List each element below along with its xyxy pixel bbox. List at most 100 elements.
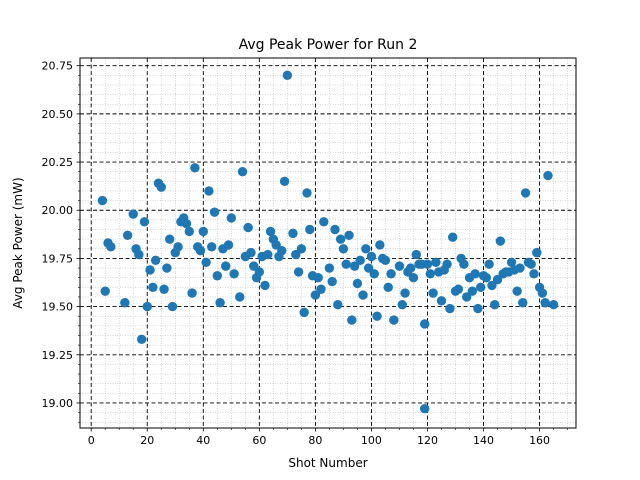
data-point [411, 249, 421, 260]
data-point [380, 255, 391, 266]
data-point [265, 226, 276, 237]
data-point [134, 249, 144, 260]
data-point [156, 182, 166, 192]
data-point [372, 311, 382, 321]
data-point [481, 272, 492, 283]
data-point [204, 186, 214, 196]
data-point [190, 163, 200, 173]
y-axis-ticks: 19.00 19.25 19.50 19.75 20.00 20.25 20.50 20.75 [42, 60, 80, 423]
data-point [128, 209, 138, 219]
data-point [184, 226, 194, 237]
data-point [162, 263, 172, 273]
data-point [537, 288, 548, 298]
data-point [442, 259, 452, 269]
data-point [358, 290, 368, 300]
x-tick-label: 80 [308, 434, 322, 447]
data-point [260, 280, 270, 291]
data-point [405, 263, 416, 273]
data-point [333, 299, 343, 310]
data-point [136, 334, 147, 345]
data-point [490, 299, 500, 310]
y-axis-label: Avg Peak Power (mW) [11, 177, 25, 308]
data-point [288, 228, 298, 239]
x-tick-label: 40 [196, 434, 210, 447]
data-point [495, 236, 506, 246]
data-points [97, 70, 559, 414]
data-point [338, 244, 349, 254]
data-point [164, 234, 175, 244]
data-point [487, 280, 497, 291]
y-tick-label: 20.75 [42, 60, 74, 73]
data-point [548, 299, 559, 310]
x-axis-ticks: 0 20 40 60 80 100 120 140 160 [88, 428, 568, 447]
data-point [341, 259, 351, 269]
data-point [159, 284, 169, 294]
data-point [150, 255, 161, 266]
data-point [145, 265, 155, 275]
data-point [313, 272, 323, 283]
data-point [279, 176, 290, 187]
data-point [422, 259, 433, 269]
data-point [375, 240, 385, 250]
data-point [305, 224, 315, 235]
x-axis-label: Shot Number [288, 456, 367, 470]
y-tick-label: 20.50 [42, 108, 74, 121]
data-point [330, 224, 340, 235]
data-point [445, 303, 455, 314]
data-point [173, 242, 183, 252]
data-point [386, 269, 396, 279]
plot-frame [79, 57, 577, 429]
data-point [148, 282, 158, 293]
data-point [122, 230, 133, 240]
x-tick-label: 0 [88, 434, 95, 447]
y-tick-label: 20.00 [42, 204, 74, 217]
data-point [369, 269, 379, 279]
data-point [419, 319, 430, 329]
data-point [361, 244, 371, 254]
data-point [492, 274, 503, 285]
x-tick-label: 20 [140, 434, 154, 447]
data-point [209, 207, 220, 217]
x-tick-label: 120 [417, 434, 438, 447]
data-point [249, 261, 259, 271]
data-point [419, 404, 430, 414]
data-point [229, 269, 239, 279]
data-point [506, 257, 517, 267]
data-point [100, 286, 110, 296]
data-point [366, 251, 377, 262]
data-point [470, 269, 480, 279]
y-tick-label: 19.00 [42, 397, 74, 410]
data-point [263, 249, 273, 260]
data-point [355, 255, 365, 266]
data-point [296, 244, 307, 254]
x-tick-label: 140 [473, 434, 494, 447]
data-point [347, 315, 357, 325]
data-point [215, 298, 225, 308]
data-point [515, 263, 525, 273]
data-point [237, 166, 248, 177]
data-point [293, 267, 304, 277]
data-point [529, 269, 539, 279]
data-point [271, 240, 281, 250]
data-point [436, 296, 447, 306]
data-point [408, 272, 419, 283]
data-point [142, 301, 152, 312]
data-point [226, 213, 237, 223]
chart-title: Avg Peak Power for Run 2 [239, 37, 418, 53]
data-point [167, 301, 178, 312]
data-point [428, 288, 438, 298]
data-point [484, 259, 494, 269]
data-point [316, 284, 326, 294]
data-point [302, 188, 312, 198]
y-tick-label: 20.25 [42, 156, 74, 169]
data-point [473, 303, 483, 314]
data-point [319, 217, 329, 227]
data-point [389, 315, 399, 325]
x-tick-label: 160 [529, 434, 550, 447]
data-point [459, 259, 469, 269]
data-point [120, 298, 130, 308]
data-point [335, 234, 346, 244]
data-point [324, 263, 335, 273]
data-point [540, 298, 550, 308]
